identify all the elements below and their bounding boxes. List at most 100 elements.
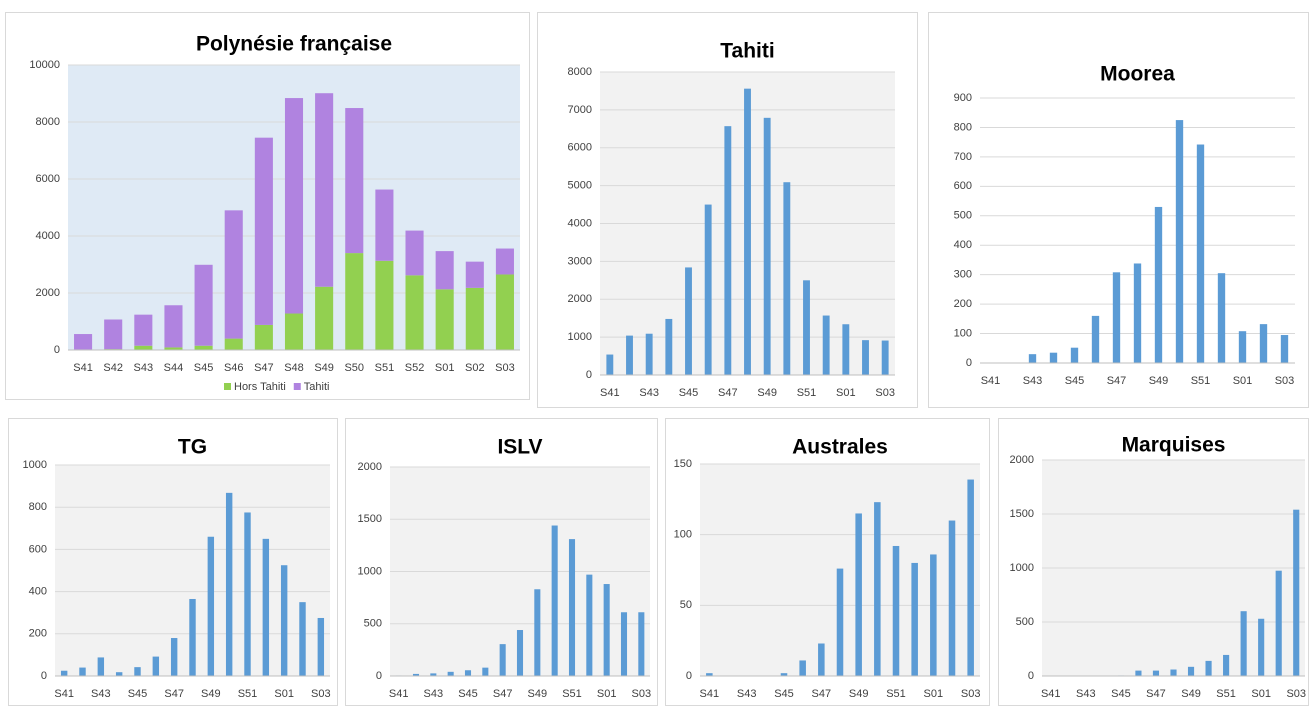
bar: [499, 644, 506, 676]
bar: [1170, 669, 1177, 676]
bar: [1275, 570, 1282, 676]
x-tick-label: S03: [495, 362, 515, 374]
x-tick-label: S41: [54, 688, 74, 700]
bar: [620, 612, 628, 676]
y-tick-label: 400: [29, 586, 47, 598]
bar: [665, 318, 673, 375]
x-tick-label: S45: [1111, 688, 1131, 700]
x-tick-label: S47: [812, 688, 832, 700]
bar-segment: [345, 108, 364, 254]
y-tick-label: 6000: [36, 173, 60, 185]
bar: [412, 673, 420, 676]
bar: [685, 267, 692, 375]
bar: [79, 667, 86, 676]
bar: [207, 536, 215, 676]
x-tick-label: S51: [886, 688, 906, 700]
bar: [706, 673, 713, 676]
bar: [189, 598, 196, 676]
x-tick-label: S47: [718, 387, 738, 399]
chart: TG 0 200 400 600 800 1000 S41 S43 S45 S47 S49 S51 S01…: [8, 418, 338, 706]
bar-segment: [134, 345, 153, 350]
bar-segment: [164, 347, 183, 350]
y-tick-label: 8000: [568, 66, 592, 78]
x-tick-label: S49: [314, 362, 334, 374]
bar: [534, 589, 541, 676]
x-tick-label: S45: [194, 362, 214, 374]
y-tick-label: 300: [954, 269, 972, 281]
x-tick-label: S01: [924, 688, 944, 700]
chart: Polynésie française 0 2000 4000 6000 8000 1000…: [5, 12, 530, 400]
y-tick-label: 2000: [358, 461, 382, 473]
y-tick-label: 600: [29, 543, 47, 555]
bar-segment: [284, 98, 304, 314]
bar: [1152, 670, 1160, 676]
bar-segment: [194, 264, 213, 346]
bar: [317, 617, 325, 676]
bar: [783, 182, 791, 375]
y-tick-label: 3000: [568, 255, 592, 267]
y-tick-label: 400: [954, 239, 972, 251]
x-tick-label: S41: [600, 387, 620, 399]
x-tick-label: S41: [981, 375, 1001, 387]
x-tick-label: S03: [311, 688, 331, 700]
x-tick-label: S44: [164, 362, 184, 374]
x-tick-label: S43: [1023, 375, 1043, 387]
bar-segment: [375, 260, 394, 350]
bar-segment: [284, 313, 304, 350]
bar: [1240, 611, 1247, 676]
y-tick-label: 500: [1016, 616, 1034, 628]
bar: [836, 568, 844, 676]
y-tick-label: 1000: [358, 565, 382, 577]
bar: [1091, 315, 1100, 363]
bar: [1028, 354, 1037, 363]
y-tick-label: 5000: [568, 180, 592, 192]
y-tick-label: 800: [954, 121, 972, 133]
bar: [482, 667, 489, 676]
y-tick-label: 7000: [568, 104, 592, 116]
legend-label: Tahiti: [304, 381, 330, 393]
x-tick-label: S45: [458, 688, 478, 700]
x-tick-label: S51: [238, 688, 258, 700]
y-tick-label: 2000: [36, 287, 60, 299]
bar: [799, 660, 806, 676]
x-tick-label: S49: [1181, 688, 1201, 700]
bar: [911, 562, 918, 676]
x-tick-label: S49: [201, 688, 221, 700]
bar: [1259, 324, 1268, 363]
bar-segment: [164, 305, 183, 348]
bar: [892, 545, 900, 676]
bar: [744, 88, 751, 375]
bar: [225, 492, 233, 676]
legend-label: Hors Tahiti: [234, 381, 286, 393]
chart: Tahiti 0 1000 2000 3000 4000 5000 6000 7000 8000 S…: [537, 12, 918, 408]
bar: [704, 204, 712, 375]
bar: [464, 670, 472, 676]
y-tick-label: 4000: [36, 230, 60, 242]
chart-title: Moorea: [1100, 63, 1175, 86]
bar: [134, 667, 141, 676]
chart-title: Polynésie française: [196, 33, 392, 56]
bar: [152, 656, 160, 676]
x-tick-label: S41: [700, 688, 720, 700]
bar-segment: [465, 287, 484, 350]
bar: [1293, 509, 1300, 676]
y-tick-label: 6000: [568, 142, 592, 154]
bar: [803, 280, 810, 375]
bar: [1070, 347, 1079, 363]
bar-segment: [495, 274, 514, 350]
bar: [97, 657, 105, 676]
bar-segment: [405, 230, 424, 276]
x-tick-label: S41: [389, 688, 409, 700]
y-tick-label: 0: [1028, 670, 1034, 682]
bar-segment: [254, 324, 273, 350]
y-tick-label: 0: [686, 670, 692, 682]
bar-segment: [134, 314, 153, 346]
bar-segment: [465, 261, 484, 288]
bar: [1205, 660, 1212, 676]
x-tick-label: S48: [284, 362, 304, 374]
chart-title: ISLV: [497, 436, 542, 459]
y-tick-label: 2000: [1010, 454, 1034, 466]
x-tick-label: S49: [528, 688, 548, 700]
bar: [874, 502, 881, 676]
x-tick-label: S42: [103, 362, 123, 374]
